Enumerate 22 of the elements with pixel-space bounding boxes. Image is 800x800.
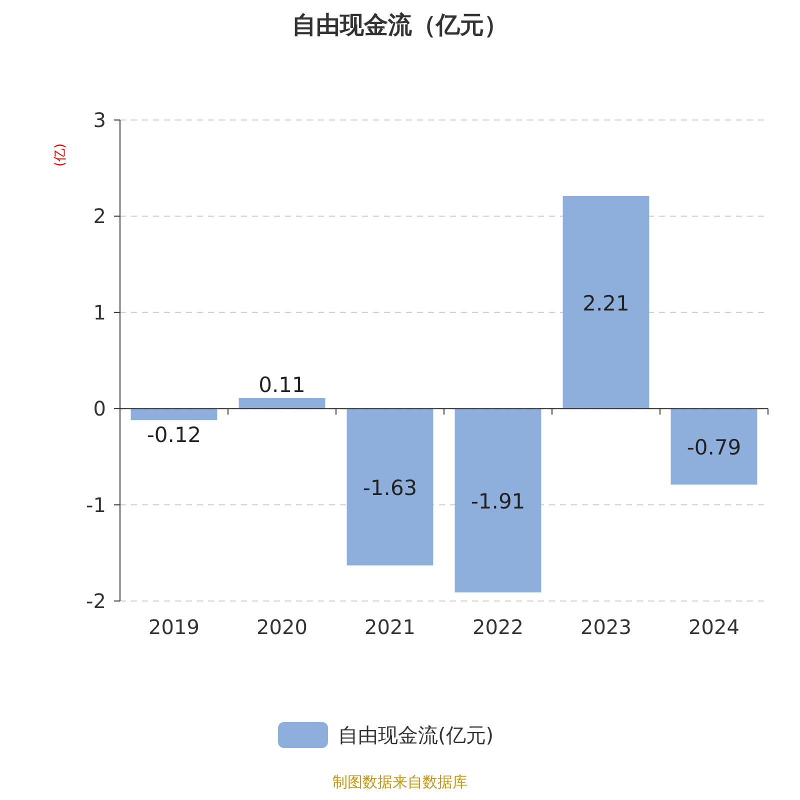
- y-tick-label: -1: [86, 492, 106, 517]
- y-tick-label: 3: [93, 108, 106, 132]
- x-tick-label: 2019: [148, 615, 200, 639]
- x-tick-label: 2021: [364, 615, 416, 639]
- y-tick-label: 1: [93, 300, 106, 324]
- data-label: -1.91: [470, 489, 526, 514]
- text: 制图数据来自数据库: [332, 773, 468, 791]
- y-tick-label: 0: [93, 396, 106, 421]
- legend-label: 自由现金流(亿元): [338, 723, 494, 747]
- x-tick-label: 2020: [256, 615, 308, 639]
- x-tick-label: 2022: [472, 615, 524, 639]
- data-label: -0.12: [146, 423, 202, 448]
- y-axis-title: (亿): [53, 143, 68, 167]
- y-tick-label: 2: [93, 204, 106, 228]
- data-label: 0.11: [258, 373, 306, 398]
- y-tick-label: -2: [86, 589, 106, 613]
- data-label: -0.79: [686, 436, 742, 460]
- data-label: 2.21: [582, 291, 630, 316]
- chart-title: 自由现金流（亿元）: [292, 11, 508, 39]
- x-tick-label: 2024: [688, 615, 740, 639]
- x-tick-label: 2023: [580, 615, 632, 639]
- data-label: -1.63: [362, 476, 418, 500]
